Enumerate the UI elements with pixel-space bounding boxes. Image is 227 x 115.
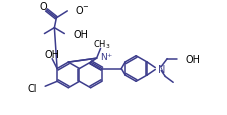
Text: OH: OH: [45, 49, 60, 59]
Text: Cl: Cl: [28, 83, 37, 93]
Text: N$^{+}$: N$^{+}$: [100, 51, 113, 63]
Text: OH: OH: [73, 29, 88, 39]
Text: O: O: [40, 2, 47, 12]
Text: OH: OH: [185, 54, 200, 64]
Text: N: N: [158, 64, 166, 74]
Text: CH$_3$: CH$_3$: [93, 38, 110, 50]
Text: O$^{-}$: O$^{-}$: [75, 4, 90, 16]
